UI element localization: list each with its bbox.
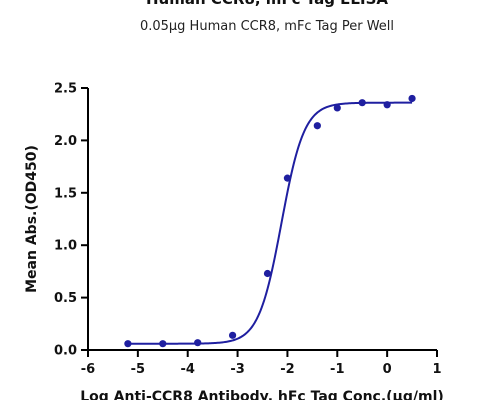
x-axis-ticks: -6 -5 -4 -3 -2 -1 0 1 [81, 350, 442, 377]
x-tick-label: -1 [330, 362, 344, 377]
plot-area: 0.0 0.5 1.0 1.5 2.0 2.5 -6 -5 -4 -3 -2 -1 0 1 [54, 82, 442, 378]
x-tick-label: -4 [180, 362, 194, 377]
data-point [383, 101, 391, 109]
fit-curve [127, 101, 413, 345]
y-tick-label: 0.0 [54, 344, 77, 359]
x-tick-label: -5 [131, 362, 145, 377]
data-point [333, 104, 341, 112]
data-point [408, 94, 416, 103]
data-point [283, 174, 292, 182]
y-tick-label: 2.0 [54, 134, 77, 149]
chart-subtitle: 0.05μg Human CCR8, mFc Tag Per Well [140, 19, 394, 34]
data-point [228, 331, 237, 339]
data-point [263, 269, 272, 278]
x-tick-label: -6 [81, 362, 95, 377]
x-tick-label: 1 [432, 362, 441, 377]
y-tick-label: 1.0 [54, 239, 77, 254]
y-tick-label: 0.5 [54, 291, 77, 306]
data-point [194, 339, 202, 347]
y-tick-label: 1.5 [54, 186, 77, 201]
data-point [358, 99, 366, 107]
data-point [313, 122, 321, 130]
x-tick-label: -3 [230, 362, 244, 377]
data-point [159, 340, 167, 348]
y-axis-ticks: 0.0 0.5 1.0 1.5 2.0 2.5 [54, 82, 88, 359]
y-tick-label: 2.5 [54, 82, 77, 97]
chart-title: Human CCR8, mFc Tag ELISA [146, 0, 388, 8]
data-point [124, 340, 132, 348]
x-tick-label: 0 [383, 362, 392, 377]
y-axis-label: Mean Abs.(OD450) [24, 145, 40, 293]
x-axis-label: Log Anti-CCR8 Antibody, hFc Tag Conc.(μg… [80, 389, 444, 400]
x-tick-label: -2 [280, 362, 294, 377]
data-points [124, 94, 416, 348]
